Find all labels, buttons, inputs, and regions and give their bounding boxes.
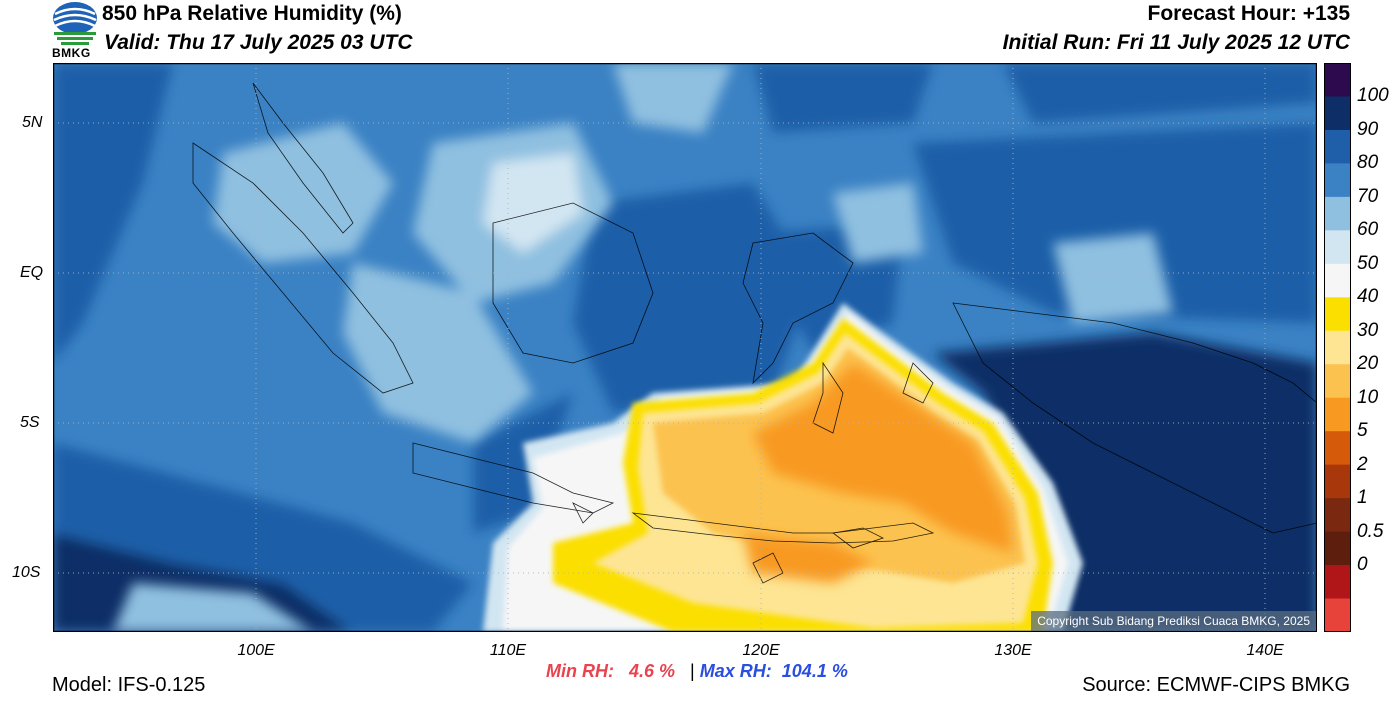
colorbar-segment (1324, 163, 1351, 198)
initial-run: Initial Run: Fri 11 July 2025 12 UTC (1002, 31, 1350, 54)
colorbar-segment (1324, 196, 1351, 231)
colorbar-segment (1324, 598, 1351, 633)
logo-text: BMKG (52, 46, 91, 60)
lat-label-5s: 5S (20, 414, 40, 431)
colorbar-label: 0 (1357, 554, 1368, 576)
valid-time: Valid: Thu 17 July 2025 03 UTC (104, 31, 413, 54)
colorbar-label: 40 (1357, 286, 1379, 308)
lon-label-120e: 120E (742, 642, 780, 659)
page-title: 850 hPa Relative Humidity (%) (102, 2, 402, 25)
colorbar-label: 80 (1357, 152, 1379, 174)
colorbar-label: 2 (1357, 453, 1368, 475)
colorbar-label: 60 (1357, 219, 1379, 241)
colorbar-label: 30 (1357, 319, 1379, 341)
colorbar-label: 70 (1357, 185, 1379, 207)
min-rh-value: 4.6 % (629, 661, 676, 681)
colorbar-segment (1324, 498, 1351, 533)
lon-label-100e: 100E (237, 642, 275, 659)
lon-label-130e: 130E (994, 642, 1032, 659)
bmkg-logo-icon (50, 0, 100, 60)
copyright-notice: Copyright Sub Bidang Prediksi Cuaca BMKG… (1031, 611, 1316, 631)
humidity-map-canvas (52, 62, 1318, 633)
colorbar-label: 20 (1357, 353, 1379, 375)
humidity-map[interactable] (52, 62, 1318, 633)
colorbar-segment (1324, 263, 1351, 298)
lat-label-eq: EQ (20, 264, 44, 281)
source-info: Source: ECMWF-CIPS BMKG (1082, 674, 1350, 696)
colorbar-segment (1324, 96, 1351, 131)
colorbar-label: 50 (1357, 252, 1379, 274)
colorbar-label: 0.5 (1357, 520, 1384, 542)
colorbar-segment (1324, 63, 1351, 97)
colorbar-segment (1324, 464, 1351, 499)
colorbar-segment (1324, 230, 1351, 265)
forecast-hour: Forecast Hour: +135 (1147, 2, 1351, 25)
colorbar-label: 5 (1357, 420, 1368, 442)
lat-label-10s: 10S (12, 564, 41, 581)
colorbar-segment (1324, 397, 1351, 432)
colorbar-label: 10 (1357, 386, 1379, 408)
colorbar-segment (1324, 431, 1351, 466)
stats-separator: | (690, 661, 695, 681)
max-rh-value: 104.1 % (781, 661, 848, 681)
colorbar-segment (1324, 364, 1351, 399)
colorbar-label: 1 (1357, 487, 1368, 509)
rh-stats: Min RH: 4.6 % | Max RH: 104.1 % (546, 661, 848, 682)
colorbar-label: 90 (1357, 118, 1379, 140)
lon-label-140e: 140E (1246, 642, 1284, 659)
max-rh-label: Max RH: (699, 661, 772, 681)
colorbar-segment (1324, 330, 1351, 365)
colorbar (1324, 63, 1351, 633)
min-rh-label: Min RH: (546, 661, 614, 681)
model-info: Model: IFS-0.125 (52, 674, 206, 696)
lon-label-110e: 110E (489, 642, 527, 659)
lat-label-5n: 5N (22, 114, 43, 131)
colorbar-segment (1324, 129, 1351, 164)
colorbar-segment (1324, 297, 1351, 332)
colorbar-segment (1324, 565, 1351, 600)
colorbar-segment (1324, 531, 1351, 566)
colorbar-label: 100 (1357, 85, 1389, 107)
